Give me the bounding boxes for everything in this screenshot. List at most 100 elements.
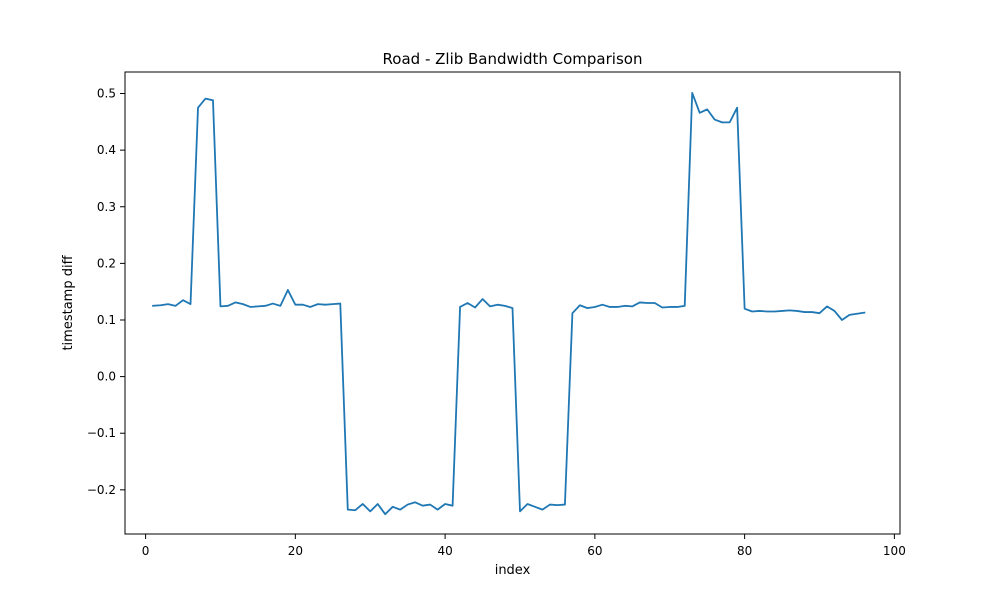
data-point	[751, 311, 753, 313]
data-point	[729, 121, 731, 123]
data-point	[339, 303, 341, 305]
data-point	[190, 303, 192, 305]
x-tick-label: 60	[587, 544, 602, 558]
data-point	[654, 302, 656, 304]
x-tick-label: 40	[437, 544, 452, 558]
data-point	[706, 108, 708, 110]
data-point	[691, 92, 693, 94]
data-point	[459, 306, 461, 308]
x-tick-label: 0	[142, 544, 150, 558]
data-point	[347, 509, 349, 511]
y-tick-label: −0.1	[87, 426, 116, 440]
data-point	[534, 506, 536, 508]
data-point	[250, 306, 252, 308]
data-point	[332, 303, 334, 305]
plot-area	[152, 92, 866, 516]
data-point	[542, 509, 544, 511]
data-point	[287, 289, 289, 291]
data-point	[519, 510, 521, 512]
data-point	[279, 305, 281, 307]
chart-title: Road - Zlib Bandwidth Comparison	[383, 50, 643, 68]
data-point	[564, 504, 566, 506]
x-tick-label: 100	[883, 544, 906, 558]
data-point	[759, 310, 761, 312]
data-point	[781, 310, 783, 312]
data-point	[624, 305, 626, 307]
data-point	[669, 306, 671, 308]
data-point	[422, 505, 424, 507]
data-point	[504, 305, 506, 307]
data-point	[661, 307, 663, 309]
data-point	[864, 312, 866, 314]
data-point	[489, 305, 491, 307]
data-point	[856, 313, 858, 315]
x-tick-label: 80	[737, 544, 752, 558]
data-point	[377, 503, 379, 505]
data-point	[242, 303, 244, 305]
data-point	[744, 308, 746, 310]
data-point	[294, 304, 296, 306]
data-point	[467, 302, 469, 304]
x-axis-ticks: 0 20 40 60 80 100	[142, 534, 906, 558]
data-point	[796, 310, 798, 312]
data-point	[811, 311, 813, 313]
data-point	[160, 304, 162, 306]
data-point	[684, 305, 686, 307]
data-point	[407, 504, 409, 506]
data-point	[227, 305, 229, 307]
y-tick-label: 0.1	[97, 313, 116, 327]
data-point	[714, 119, 716, 121]
data-point	[175, 305, 177, 307]
data-point	[317, 303, 319, 305]
data-point	[819, 312, 821, 314]
data-point	[324, 304, 326, 306]
data-point	[220, 305, 222, 307]
data-point	[257, 305, 259, 307]
y-tick-label: 0.0	[97, 370, 116, 384]
data-point	[235, 302, 237, 304]
data-point	[212, 99, 214, 101]
data-point	[264, 305, 266, 307]
data-point	[616, 306, 618, 308]
data-point	[609, 306, 611, 308]
y-axis-ticks: −0.2 −0.1 0.0 0.1 0.2 0.3 0.4 0.5	[87, 87, 125, 497]
y-tick-label: 0.3	[97, 200, 116, 214]
data-point	[841, 319, 843, 321]
data-point	[362, 503, 364, 505]
y-tick-label: 0.2	[97, 256, 116, 270]
data-point	[392, 506, 394, 508]
data-point	[789, 309, 791, 311]
data-point	[152, 305, 154, 307]
data-point	[474, 307, 476, 309]
data-point	[849, 314, 851, 316]
data-point	[601, 304, 603, 306]
data-point	[557, 504, 559, 506]
data-point	[205, 98, 207, 100]
data-point	[167, 303, 169, 305]
data-point	[272, 303, 274, 305]
x-axis-label: index	[495, 563, 531, 578]
data-point	[182, 299, 184, 301]
data-point	[444, 503, 446, 505]
data-point	[384, 513, 386, 515]
data-point	[639, 302, 641, 304]
data-point	[826, 305, 828, 307]
data-point	[676, 306, 678, 308]
data-point	[482, 298, 484, 300]
x-tick-label: 20	[288, 544, 303, 558]
data-point	[437, 509, 439, 511]
data-point	[721, 121, 723, 123]
plot-frame	[124, 71, 901, 535]
data-point	[512, 307, 514, 309]
data-point	[631, 305, 633, 307]
data-point	[429, 504, 431, 506]
data-point	[699, 112, 701, 114]
data-point	[586, 307, 588, 309]
y-axis-label: timestamp diff	[61, 254, 76, 350]
data-point	[549, 504, 551, 506]
data-point	[736, 107, 738, 109]
data-point	[572, 312, 574, 314]
data-point	[497, 304, 499, 306]
